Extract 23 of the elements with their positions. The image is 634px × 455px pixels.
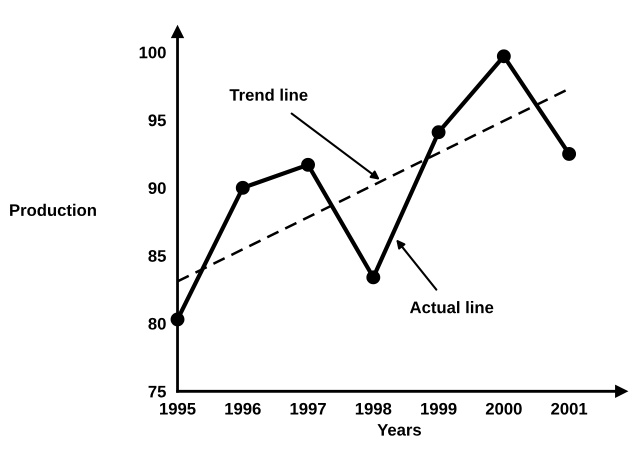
x-tick-label: 1995 (160, 402, 196, 415)
x-tick-label: 1999 (421, 402, 456, 415)
x-axis-title: Years (377, 424, 421, 436)
x-tick-label: 1997 (290, 402, 326, 415)
point (562, 146, 576, 161)
annotation: Actual line (410, 301, 494, 314)
y-tick-label: 80 (148, 318, 166, 330)
point (432, 125, 446, 140)
point (236, 180, 250, 195)
point (496, 49, 511, 64)
point (301, 158, 315, 172)
x-tick-label: 1996 (225, 402, 261, 415)
point (366, 270, 380, 284)
x-tick-label: 1998 (356, 402, 392, 415)
y-tick-label: 100 (140, 46, 166, 58)
x-tick-label: 2001 (551, 402, 588, 415)
y-axis-title: Production (10, 204, 96, 216)
y-tick-label: 90 (148, 182, 166, 194)
y-tick-label: 85 (148, 250, 166, 262)
y-tick-label: 95 (148, 114, 166, 126)
y-tick-label: 75 (148, 386, 166, 398)
annotation: Trend line (230, 88, 308, 101)
x-tick-label: 2000 (486, 402, 522, 415)
